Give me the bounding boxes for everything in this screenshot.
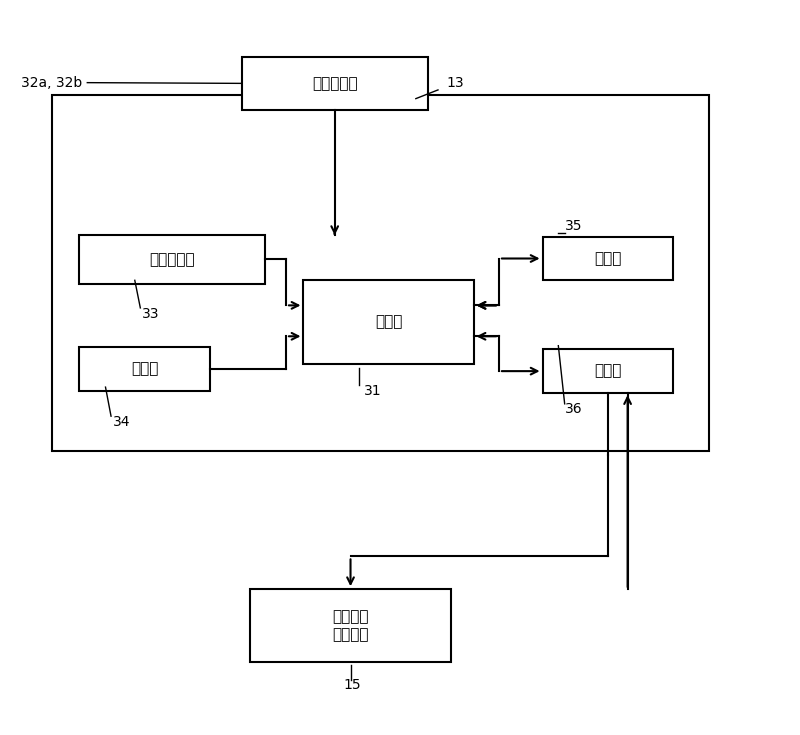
Text: 测量控制
处理装置: 测量控制 处理装置: [332, 609, 369, 642]
Text: 13: 13: [446, 76, 464, 90]
Text: 控制部: 控制部: [375, 315, 402, 329]
Text: 通信部: 通信部: [594, 364, 622, 379]
Text: 32a, 32b: 32a, 32b: [21, 76, 82, 90]
Text: 信号转换部: 信号转换部: [150, 251, 195, 267]
Bar: [542, 237, 673, 280]
Bar: [242, 57, 428, 110]
Text: 轴重传感器: 轴重传感器: [312, 76, 358, 91]
Bar: [52, 95, 709, 451]
Bar: [79, 234, 266, 284]
Text: 存储部: 存储部: [594, 251, 622, 266]
Text: 15: 15: [344, 678, 362, 692]
Bar: [542, 349, 673, 393]
Text: 33: 33: [142, 306, 159, 320]
Text: 计时部: 计时部: [131, 362, 158, 376]
Text: 35: 35: [566, 219, 583, 233]
Text: 34: 34: [113, 415, 130, 429]
Text: 31: 31: [363, 384, 381, 398]
Bar: [79, 347, 210, 391]
Text: 36: 36: [566, 402, 583, 416]
Bar: [303, 280, 474, 364]
Bar: [250, 589, 451, 662]
